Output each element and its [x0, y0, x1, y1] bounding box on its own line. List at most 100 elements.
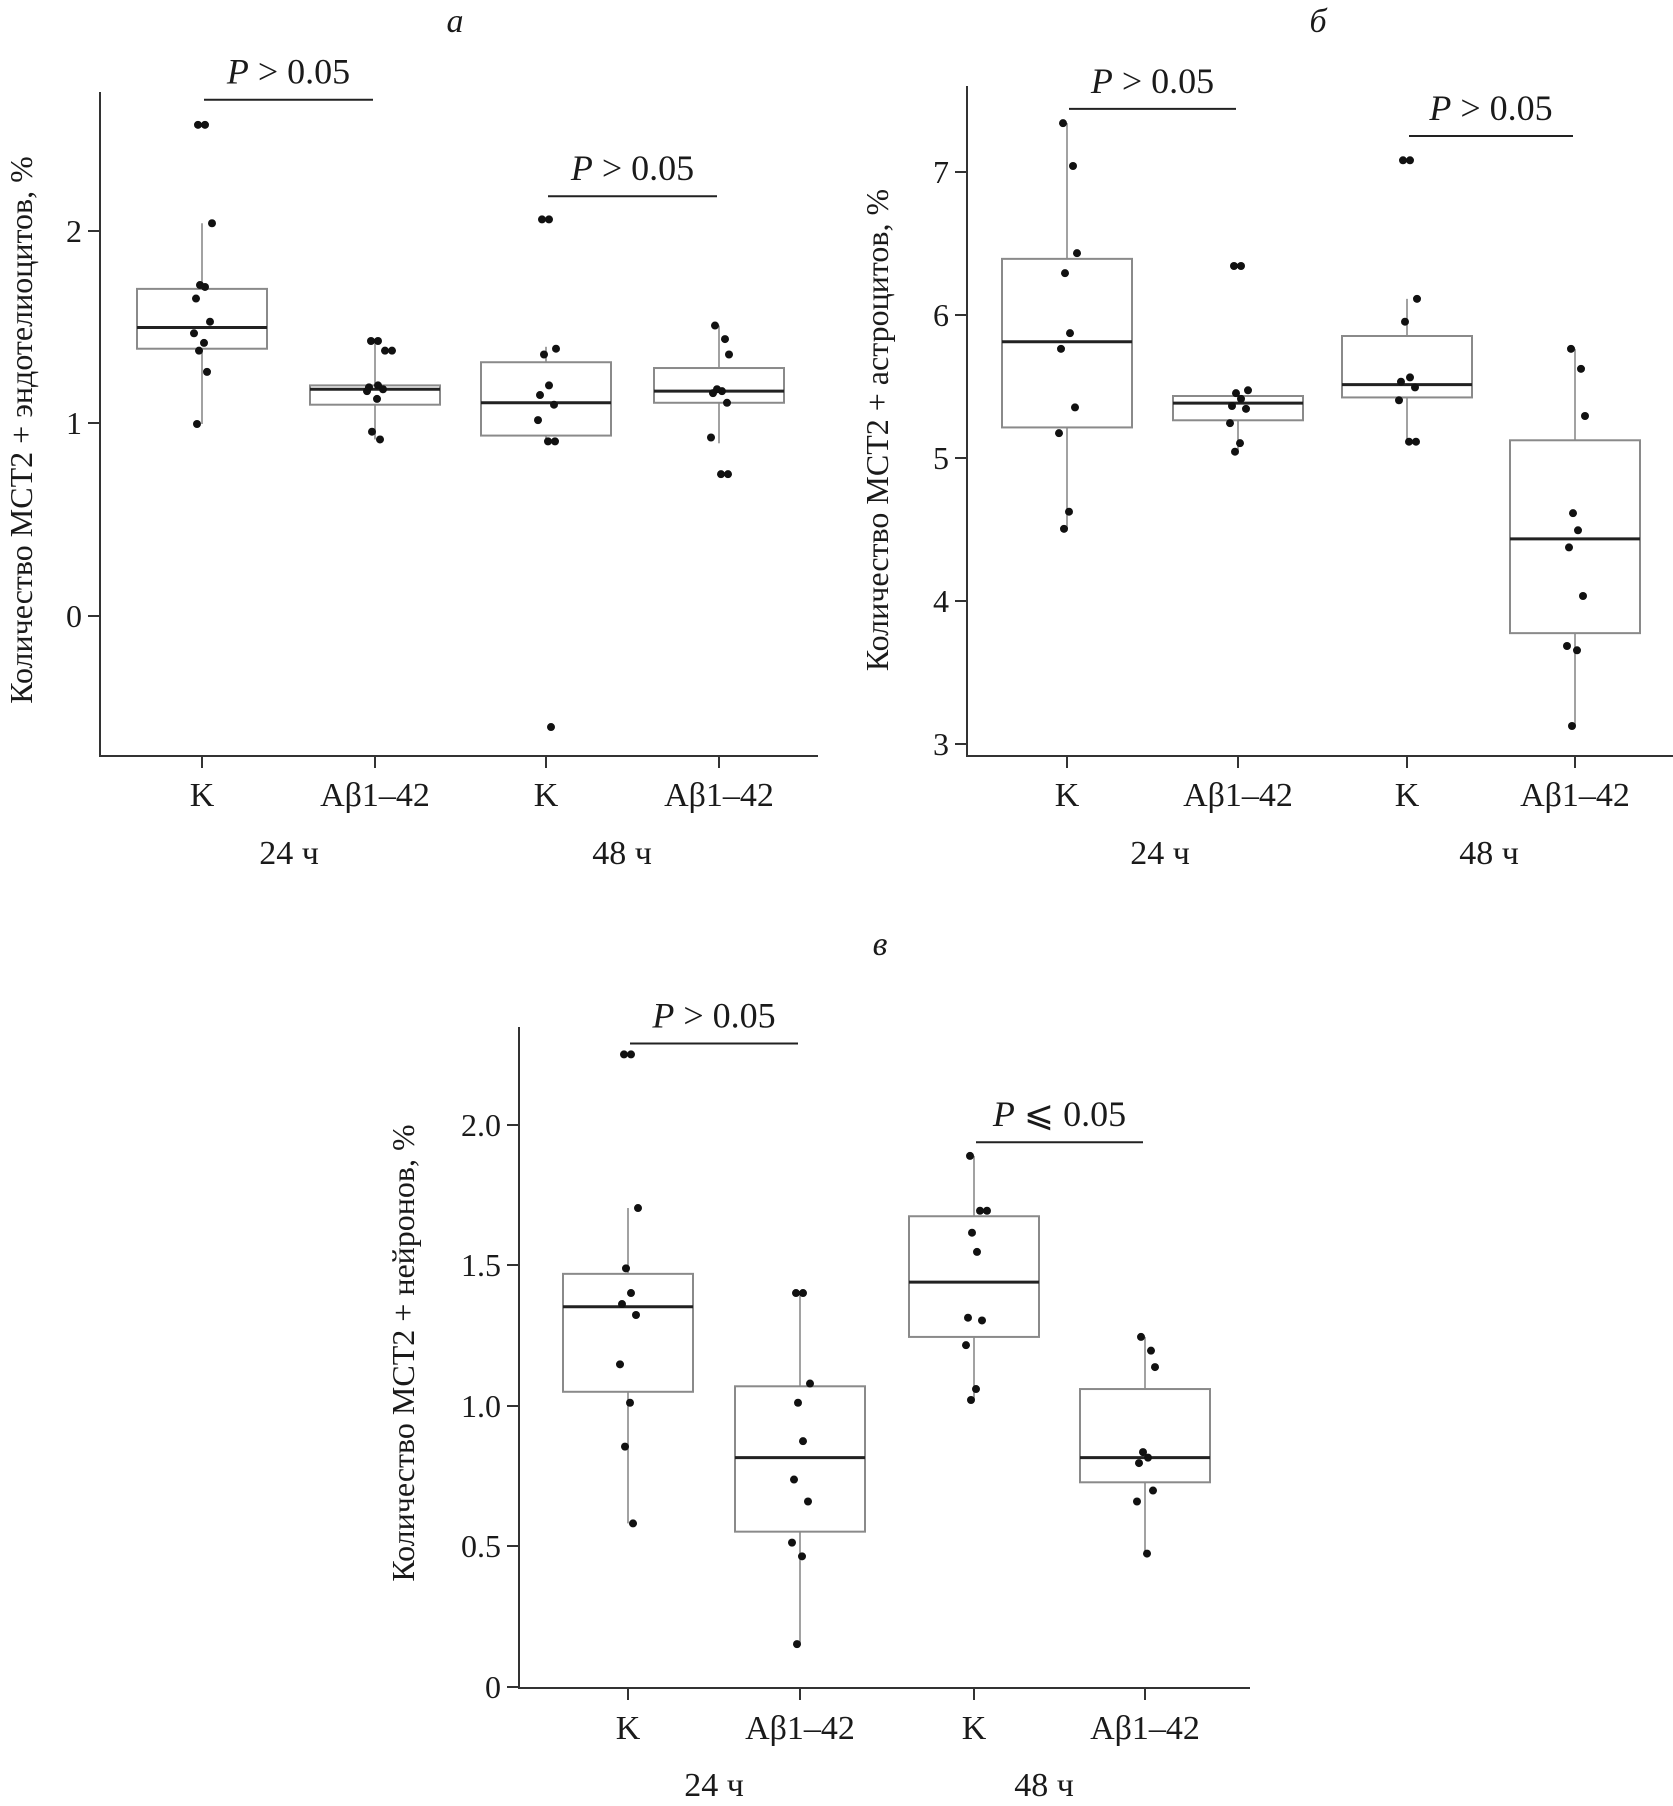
data-point: [200, 338, 208, 347]
data-point: [972, 1385, 980, 1394]
box-body: [1079, 1388, 1211, 1484]
data-point: [973, 1247, 981, 1256]
panel-b-comparisons: P > 0.05 P > 0.05: [1069, 61, 1573, 137]
data-point: [1237, 394, 1245, 403]
points-a-3: [707, 321, 733, 479]
data-point: [794, 1398, 802, 1407]
panel-c-ytick-label: 1.0: [461, 1388, 501, 1424]
p-value-label: P > 0.05: [1428, 88, 1552, 128]
panel-b-ytick-label: 7: [933, 154, 949, 190]
box-body: [653, 367, 785, 404]
data-point: [788, 1538, 796, 1547]
panel-c-xtick-label: Aβ1–42: [745, 1710, 855, 1747]
panel-a-xtick-label: Aβ1–42: [664, 777, 774, 814]
p-value-label: P ⩽ 0.05: [992, 1094, 1126, 1134]
data-point: [192, 294, 200, 303]
panel-a-ytick-label: 0: [66, 598, 82, 634]
data-point: [1412, 437, 1420, 446]
points-c-3: [1133, 1332, 1159, 1558]
data-point: [1406, 156, 1414, 165]
data-point: [536, 391, 544, 400]
data-point: [721, 335, 729, 344]
data-point: [1147, 1346, 1155, 1355]
data-point: [206, 317, 214, 326]
panel-b-xtick-label: Aβ1–42: [1520, 777, 1630, 814]
panel-b-xtick-label: Aβ1–42: [1183, 777, 1293, 814]
data-point: [724, 470, 732, 479]
panel-a-label: а: [447, 3, 464, 40]
data-point: [1236, 439, 1244, 448]
data-point: [799, 1289, 807, 1298]
panel-b-ytick-label: 3: [933, 726, 949, 762]
data-point: [195, 346, 203, 355]
data-point: [1057, 344, 1065, 353]
data-point: [1406, 373, 1414, 382]
data-point: [1143, 1549, 1151, 1558]
panel-a-points: [190, 120, 733, 732]
data-point: [1137, 1332, 1145, 1341]
data-point: [1397, 377, 1405, 386]
data-point: [723, 398, 731, 407]
data-point: [634, 1204, 642, 1213]
data-point: [545, 381, 553, 390]
data-point: [978, 1316, 986, 1325]
data-point: [1055, 429, 1063, 438]
data-point: [967, 1396, 975, 1405]
box-c-2: [908, 1155, 1040, 1401]
p-symbol: P: [226, 52, 249, 92]
data-point: [1411, 383, 1419, 392]
data-point: [203, 367, 211, 376]
data-point: [966, 1151, 974, 1160]
data-point: [368, 427, 376, 436]
data-point: [544, 437, 552, 446]
data-point: [1401, 317, 1409, 326]
panel-c-label: в: [873, 926, 888, 963]
box-body: [1341, 335, 1473, 399]
data-point: [376, 435, 384, 444]
points-c-1: [788, 1289, 814, 1649]
data-point: [550, 400, 558, 409]
data-point: [1577, 364, 1585, 373]
panel-b-xtick-label: K: [1055, 777, 1080, 814]
points-b-1: [1226, 262, 1252, 456]
panel-a: а Количество MCT2 + эндотелиоцитов, % 0 …: [3, 3, 818, 872]
p-threshold: ⩽ 0.05: [1015, 1094, 1126, 1134]
panel-c-comparisons: P > 0.05P ⩽ 0.05: [630, 995, 1143, 1144]
data-point: [551, 437, 559, 446]
p-value-label: P > 0.05: [1090, 61, 1214, 101]
data-point: [1567, 344, 1575, 353]
data-point: [1579, 592, 1587, 600]
p-threshold: > 0.05: [593, 148, 694, 188]
panel-c-group-label: 24 ч: [684, 1767, 744, 1804]
box-a-1: [309, 342, 441, 440]
box-b-3: [1509, 348, 1641, 726]
data-point: [1413, 294, 1421, 303]
points-b-3: [1563, 344, 1589, 730]
data-point: [1139, 1448, 1147, 1457]
data-point: [620, 1050, 628, 1059]
p-symbol: P: [651, 995, 674, 1035]
box-c-1: [734, 1293, 866, 1645]
data-point: [1569, 509, 1577, 518]
data-point: [374, 337, 382, 345]
data-point: [1149, 1486, 1157, 1495]
data-point: [1568, 722, 1576, 730]
data-point: [798, 1552, 806, 1561]
panel-b-y-axis-label: Количество MCT2 + астроцитов, %: [859, 189, 895, 671]
p-threshold: > 0.05: [1113, 61, 1214, 101]
data-point: [1244, 386, 1252, 395]
data-point: [1066, 329, 1074, 338]
data-point: [1135, 1459, 1143, 1468]
data-point: [381, 346, 389, 355]
panel-b-ticks: 3 4 5 6 7 K Aβ1–42 K Aβ1–42 24 ч 48 ч: [933, 154, 1630, 872]
data-point: [626, 1398, 634, 1407]
box-body: [136, 287, 268, 350]
data-point: [964, 1313, 972, 1322]
data-point: [621, 1442, 629, 1451]
box-c-3: [1079, 1336, 1211, 1554]
data-point: [1232, 389, 1240, 398]
data-point: [194, 120, 202, 129]
data-point: [616, 1360, 624, 1369]
data-point: [1226, 419, 1234, 428]
box-b-2: [1341, 298, 1473, 442]
